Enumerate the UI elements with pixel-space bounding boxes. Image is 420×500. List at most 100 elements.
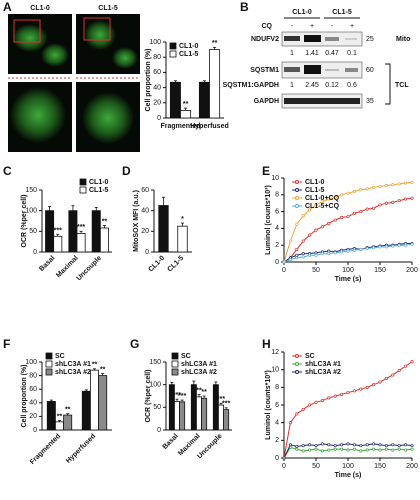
y-tick-label: 10 <box>271 367 279 374</box>
marker <box>288 257 292 262</box>
band <box>284 98 360 104</box>
x-tick-label: 200 <box>406 463 418 470</box>
marker <box>320 399 324 403</box>
legend-swatch <box>171 368 179 376</box>
legend-label: SC <box>181 353 191 360</box>
treatment: - <box>291 23 294 30</box>
bracket <box>385 63 391 105</box>
legend-label: CL1-0 <box>179 43 199 50</box>
y-axis-label: Luminol (counts*10³) <box>265 185 272 255</box>
panel-letter: H <box>262 337 271 351</box>
marker <box>365 448 369 452</box>
marker <box>308 403 312 407</box>
y-tick-label: 2 <box>275 242 279 249</box>
zoom-box <box>83 17 111 41</box>
marker <box>397 199 401 203</box>
marker <box>346 448 350 452</box>
bar <box>179 401 186 431</box>
ratio: 0.47 <box>325 50 339 57</box>
marker <box>397 243 401 247</box>
image-label: CL1-5 <box>98 5 118 12</box>
marker <box>327 396 331 400</box>
y-tick-label: 150 <box>149 359 161 366</box>
y-axis-label: Cell proportion (%) <box>145 49 152 112</box>
significance: *** <box>173 392 181 399</box>
marker <box>295 256 299 260</box>
marker <box>340 443 344 447</box>
marker <box>384 444 388 448</box>
x-tick-label: Basal <box>162 433 180 451</box>
legend-swatch <box>169 42 177 50</box>
western-blot: CL1-0 CL1-5 CQ - + - + NDUFV2 25 Mito 1 … <box>223 9 410 109</box>
marker <box>320 252 324 256</box>
marker <box>397 447 401 451</box>
marker <box>333 251 337 255</box>
y-tick-label: 0 <box>157 115 161 122</box>
marker <box>327 448 331 452</box>
marker <box>320 442 324 446</box>
panel-letter: A <box>3 0 12 14</box>
marker <box>308 253 312 257</box>
x-tick-label: Fragmented <box>29 433 62 466</box>
y-tick-label: 0 <box>157 427 161 434</box>
x-tick-label: 50 <box>312 267 320 274</box>
marker <box>365 207 369 211</box>
marker <box>378 443 382 447</box>
y-tick-label: 80 <box>153 54 161 61</box>
legend-marker <box>295 188 299 192</box>
marker <box>288 421 292 425</box>
marker <box>378 203 382 207</box>
legend-marker <box>295 362 299 366</box>
marker <box>314 251 318 255</box>
y-tick-label: 6 <box>275 402 279 409</box>
bar <box>91 210 101 253</box>
x-tick-label: Hyperfused <box>190 123 229 130</box>
legend-label: CL1-0+CQ <box>305 195 340 202</box>
marker <box>295 253 299 257</box>
marker <box>301 407 305 411</box>
marker <box>391 373 395 377</box>
marker <box>346 249 350 253</box>
y-tick-label: 20 <box>29 413 37 420</box>
marker <box>340 250 344 254</box>
marker <box>288 239 292 243</box>
band <box>345 68 358 72</box>
marker <box>333 444 337 448</box>
marker <box>410 196 414 200</box>
legend-label: shLC3A #2 <box>305 369 341 376</box>
marker <box>346 391 350 395</box>
panel-letter: G <box>130 337 139 351</box>
marker <box>404 364 408 368</box>
marker <box>372 206 376 210</box>
y-tick-label: 100 <box>149 39 161 46</box>
marker <box>359 210 363 214</box>
band <box>304 65 321 74</box>
marker <box>327 252 331 256</box>
ratio: 1 <box>290 50 294 57</box>
microscopy: CL1-0 CL1-5 <box>8 5 140 152</box>
marker <box>372 246 376 250</box>
marker <box>359 444 363 448</box>
marker <box>340 447 344 451</box>
marker <box>410 360 414 364</box>
x-tick-label: 100 <box>342 463 354 470</box>
marker <box>346 442 350 446</box>
legend-label: shLC3A #2 <box>55 369 91 376</box>
group-label: CL1-0 <box>292 9 312 16</box>
blot-strip <box>281 31 363 47</box>
marker <box>340 392 344 396</box>
bar <box>218 404 224 431</box>
marker <box>372 185 376 189</box>
significance: ** <box>201 389 207 396</box>
marker <box>320 449 324 453</box>
bar <box>180 110 192 119</box>
legend-marker <box>295 354 299 358</box>
legend-swatch <box>169 50 177 58</box>
x-tick-label: Uncouple <box>76 255 104 283</box>
legend-label: SC <box>305 353 315 360</box>
marker <box>295 222 299 226</box>
legend-swatch <box>45 368 53 376</box>
protein-label: NDUFV2 <box>251 36 279 43</box>
y-tick-label: 40 <box>141 208 149 215</box>
legend-swatch <box>45 360 53 368</box>
